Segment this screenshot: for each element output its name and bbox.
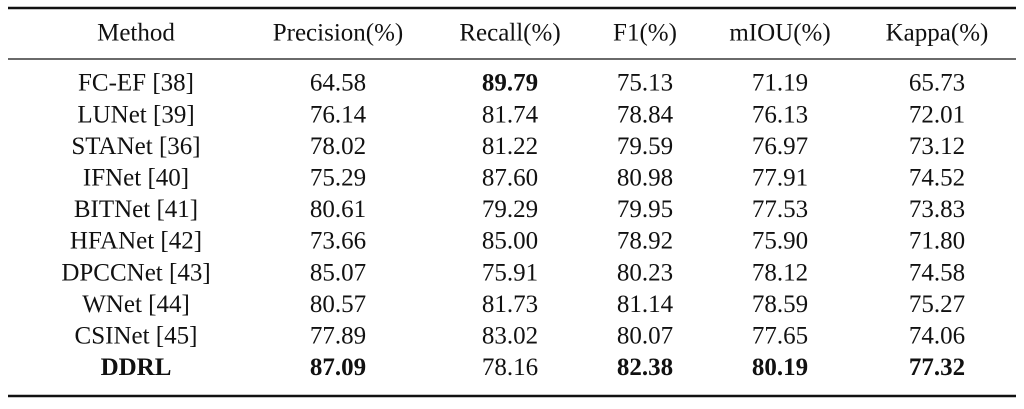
method-cell: STANet [36]	[71, 133, 200, 160]
value-cell: 78.16	[482, 354, 538, 381]
method-cell: IFNet [40]	[83, 165, 189, 192]
value-cell: 81.73	[482, 291, 538, 318]
value-cell: 76.97	[752, 133, 808, 160]
value-cell: 79.29	[482, 196, 538, 223]
method-cell: WNet [44]	[82, 291, 190, 318]
method-cell: CSINet [45]	[75, 323, 198, 350]
value-cell: 79.95	[617, 196, 673, 223]
value-cell: 73.12	[909, 133, 965, 160]
value-cell: 81.14	[617, 291, 674, 318]
value-cell: 87.60	[482, 165, 538, 192]
method-cell: FC-EF [38]	[78, 70, 194, 97]
value-cell: 82.38	[617, 354, 673, 381]
value-cell: 75.27	[909, 291, 965, 318]
value-cell: 72.01	[909, 101, 965, 128]
value-cell: 74.58	[909, 259, 965, 286]
value-cell: 73.83	[909, 196, 965, 223]
value-cell: 71.80	[909, 228, 965, 255]
value-cell: 78.02	[310, 133, 366, 160]
method-cell: BITNet [41]	[74, 196, 198, 223]
value-cell: 75.90	[752, 228, 808, 255]
value-cell: 80.07	[617, 323, 673, 350]
value-cell: 81.74	[482, 101, 539, 128]
value-cell: 80.23	[617, 259, 673, 286]
value-cell: 78.84	[617, 101, 674, 128]
value-cell: 78.12	[752, 259, 808, 286]
value-cell: 85.00	[482, 228, 538, 255]
value-cell: 87.09	[310, 354, 366, 381]
method-cell: DPCCNet [43]	[61, 259, 210, 286]
value-cell: 78.92	[617, 228, 673, 255]
value-cell: 77.53	[752, 196, 808, 223]
value-cell: 74.52	[909, 165, 965, 192]
value-cell: 83.02	[482, 323, 538, 350]
value-cell: 77.32	[909, 354, 965, 381]
value-cell: 75.13	[617, 70, 673, 97]
value-cell: 85.07	[310, 259, 366, 286]
method-cell: HFANet [42]	[70, 228, 202, 255]
header-cell: F1(%)	[613, 20, 677, 47]
header-cell: Precision(%)	[273, 20, 404, 47]
header-cell: mIOU(%)	[729, 20, 830, 47]
value-cell: 80.61	[310, 196, 366, 223]
method-cell: DDRL	[101, 354, 172, 381]
value-cell: 79.59	[617, 133, 673, 160]
header-cell: Kappa(%)	[886, 20, 989, 47]
value-cell: 73.66	[310, 228, 366, 255]
value-cell: 71.19	[752, 70, 808, 97]
value-cell: 80.19	[752, 354, 808, 381]
value-cell: 77.65	[752, 323, 808, 350]
value-cell: 64.58	[310, 70, 366, 97]
header-cell: Recall(%)	[459, 20, 560, 47]
value-cell: 74.06	[909, 323, 965, 350]
value-cell: 80.98	[617, 165, 673, 192]
value-cell: 77.91	[752, 165, 808, 192]
header-cell: Method	[97, 20, 175, 47]
value-cell: 77.89	[310, 323, 366, 350]
value-cell: 65.73	[909, 70, 965, 97]
value-cell: 75.91	[482, 259, 538, 286]
value-cell: 89.79	[482, 70, 538, 97]
value-cell: 76.13	[752, 101, 808, 128]
value-cell: 75.29	[310, 165, 366, 192]
method-cell: LUNet [39]	[77, 101, 194, 128]
value-cell: 80.57	[310, 291, 366, 318]
value-cell: 78.59	[752, 291, 808, 318]
value-cell: 76.14	[310, 101, 367, 128]
value-cell: 81.22	[482, 133, 538, 160]
